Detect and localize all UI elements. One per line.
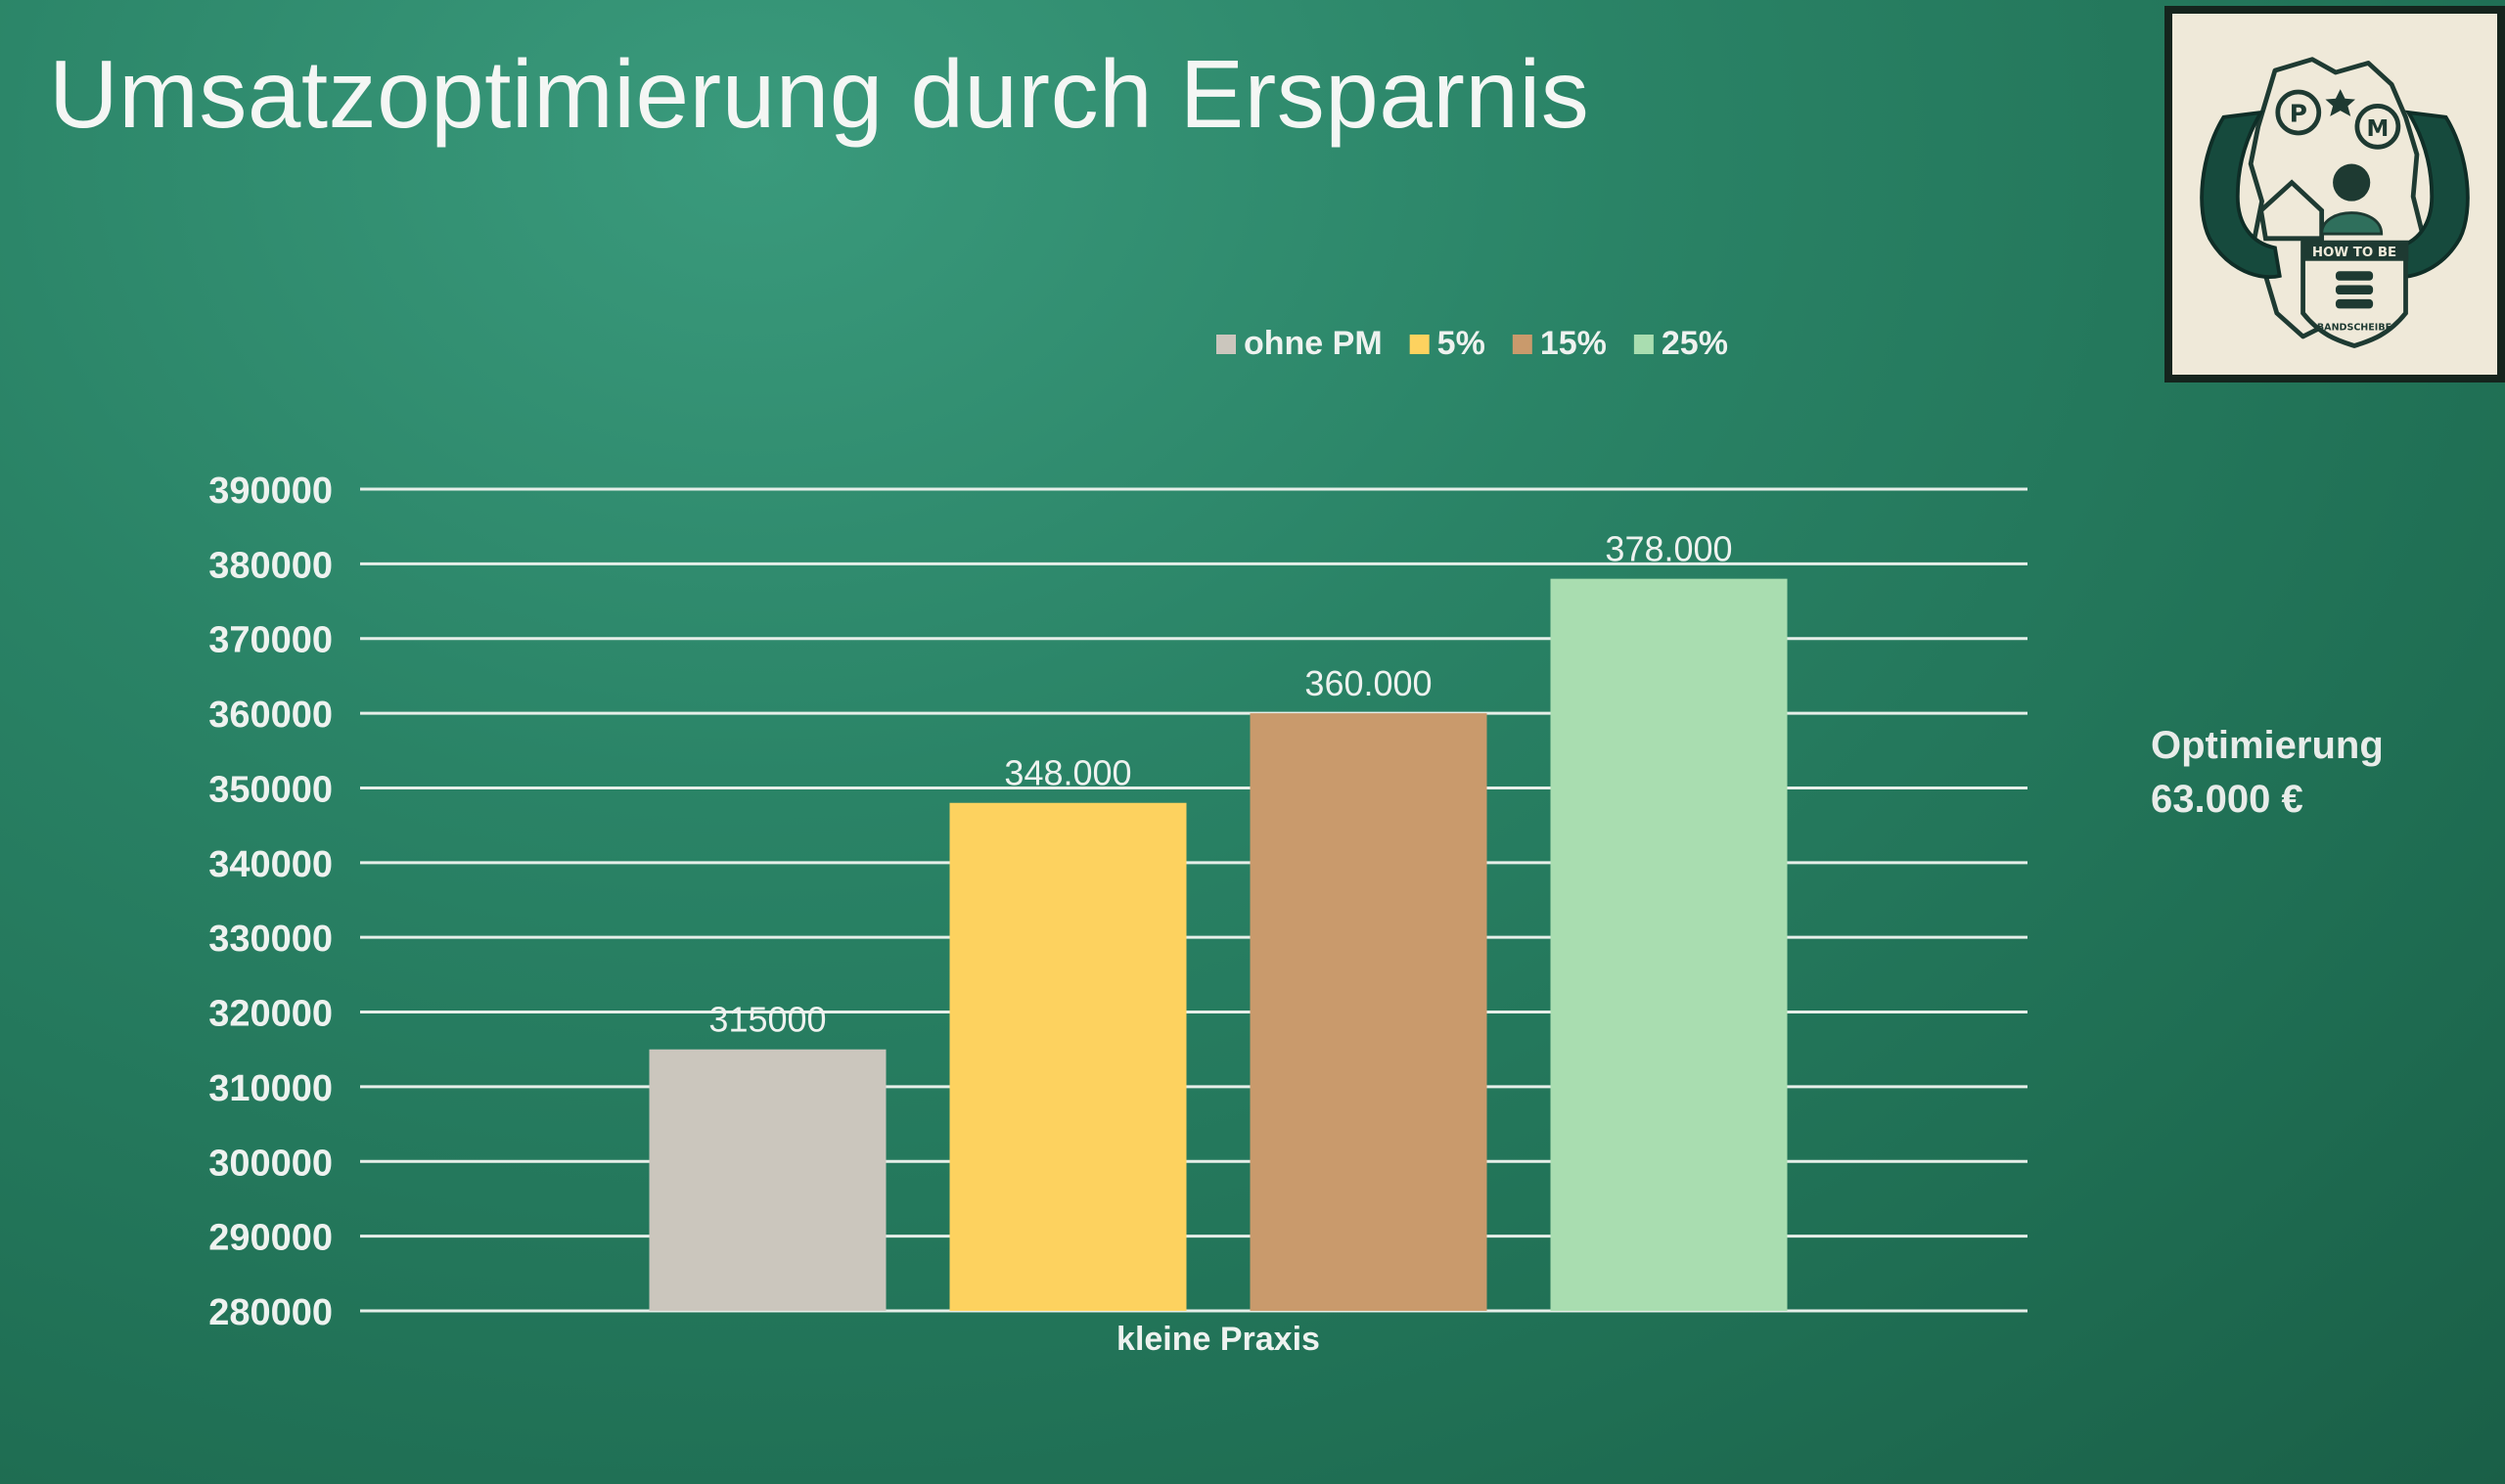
legend-swatch: [1409, 335, 1430, 354]
legend-item: 5%: [1437, 325, 1485, 362]
y-axis: 390000 380000 370000 360000 350000 340000 3300…: [208, 471, 333, 1333]
y-tick-label: 350000: [208, 769, 333, 810]
svg-text:P: P: [2290, 100, 2307, 128]
x-category-label: kleine Praxis: [1116, 1321, 1320, 1358]
optimization-label: Optimierung: [2151, 724, 2384, 767]
y-tick-label: 320000: [208, 994, 333, 1035]
legend-item: 15%: [1540, 325, 1607, 362]
optimization-value: 63.000 €: [2151, 778, 2303, 821]
data-label: 315000: [708, 1000, 826, 1040]
bars: [649, 578, 1788, 1311]
y-tick-label: 280000: [208, 1292, 333, 1333]
y-tick-label: 300000: [208, 1143, 333, 1184]
legend-swatch: [1633, 335, 1654, 354]
y-tick-label: 370000: [208, 620, 333, 661]
practice-management-logo: P M HOW TO BE BANDSCHEIBE: [2164, 6, 2505, 382]
logo-icon: P M HOW TO BE BANDSCHEIBE: [2200, 57, 2470, 349]
y-tick-label: 390000: [208, 471, 333, 512]
logo-ribbon-bottom: BANDSCHEIBE: [2317, 322, 2391, 333]
legend-item: ohne PM: [1244, 325, 1383, 362]
y-tick-label: 340000: [208, 844, 333, 885]
bar-ohne-pm: [649, 1049, 887, 1311]
x-axis: kleine Praxis: [1116, 1321, 1320, 1358]
bar-15-: [1250, 713, 1487, 1311]
bar-5-: [949, 802, 1187, 1311]
legend-item: 25%: [1662, 325, 1728, 362]
data-labels: 315000 348.000 360.000 378.000: [708, 529, 1732, 1040]
logo-ribbon-top: HOW TO BE: [2312, 246, 2396, 260]
y-tick-label: 290000: [208, 1218, 333, 1259]
legend-swatch: [1216, 335, 1236, 354]
svg-text:M: M: [2367, 116, 2390, 142]
data-label: 348.000: [1004, 753, 1131, 793]
y-tick-label: 310000: [208, 1068, 333, 1109]
optimization-note: Optimierung 63.000 €: [2151, 719, 2384, 827]
y-tick-label: 330000: [208, 919, 333, 960]
legend-swatch: [1512, 335, 1532, 354]
data-label: 378.000: [1605, 529, 1732, 569]
y-tick-label: 360000: [208, 695, 333, 736]
y-tick-label: 380000: [208, 545, 333, 586]
data-label: 360.000: [1304, 663, 1432, 703]
slide-title: Umsatzoptimierung durch Ersparnis: [49, 40, 1590, 148]
bar-25-: [1550, 578, 1788, 1311]
chart-legend: ohne PM 5% 15% 25%: [1216, 325, 1728, 362]
